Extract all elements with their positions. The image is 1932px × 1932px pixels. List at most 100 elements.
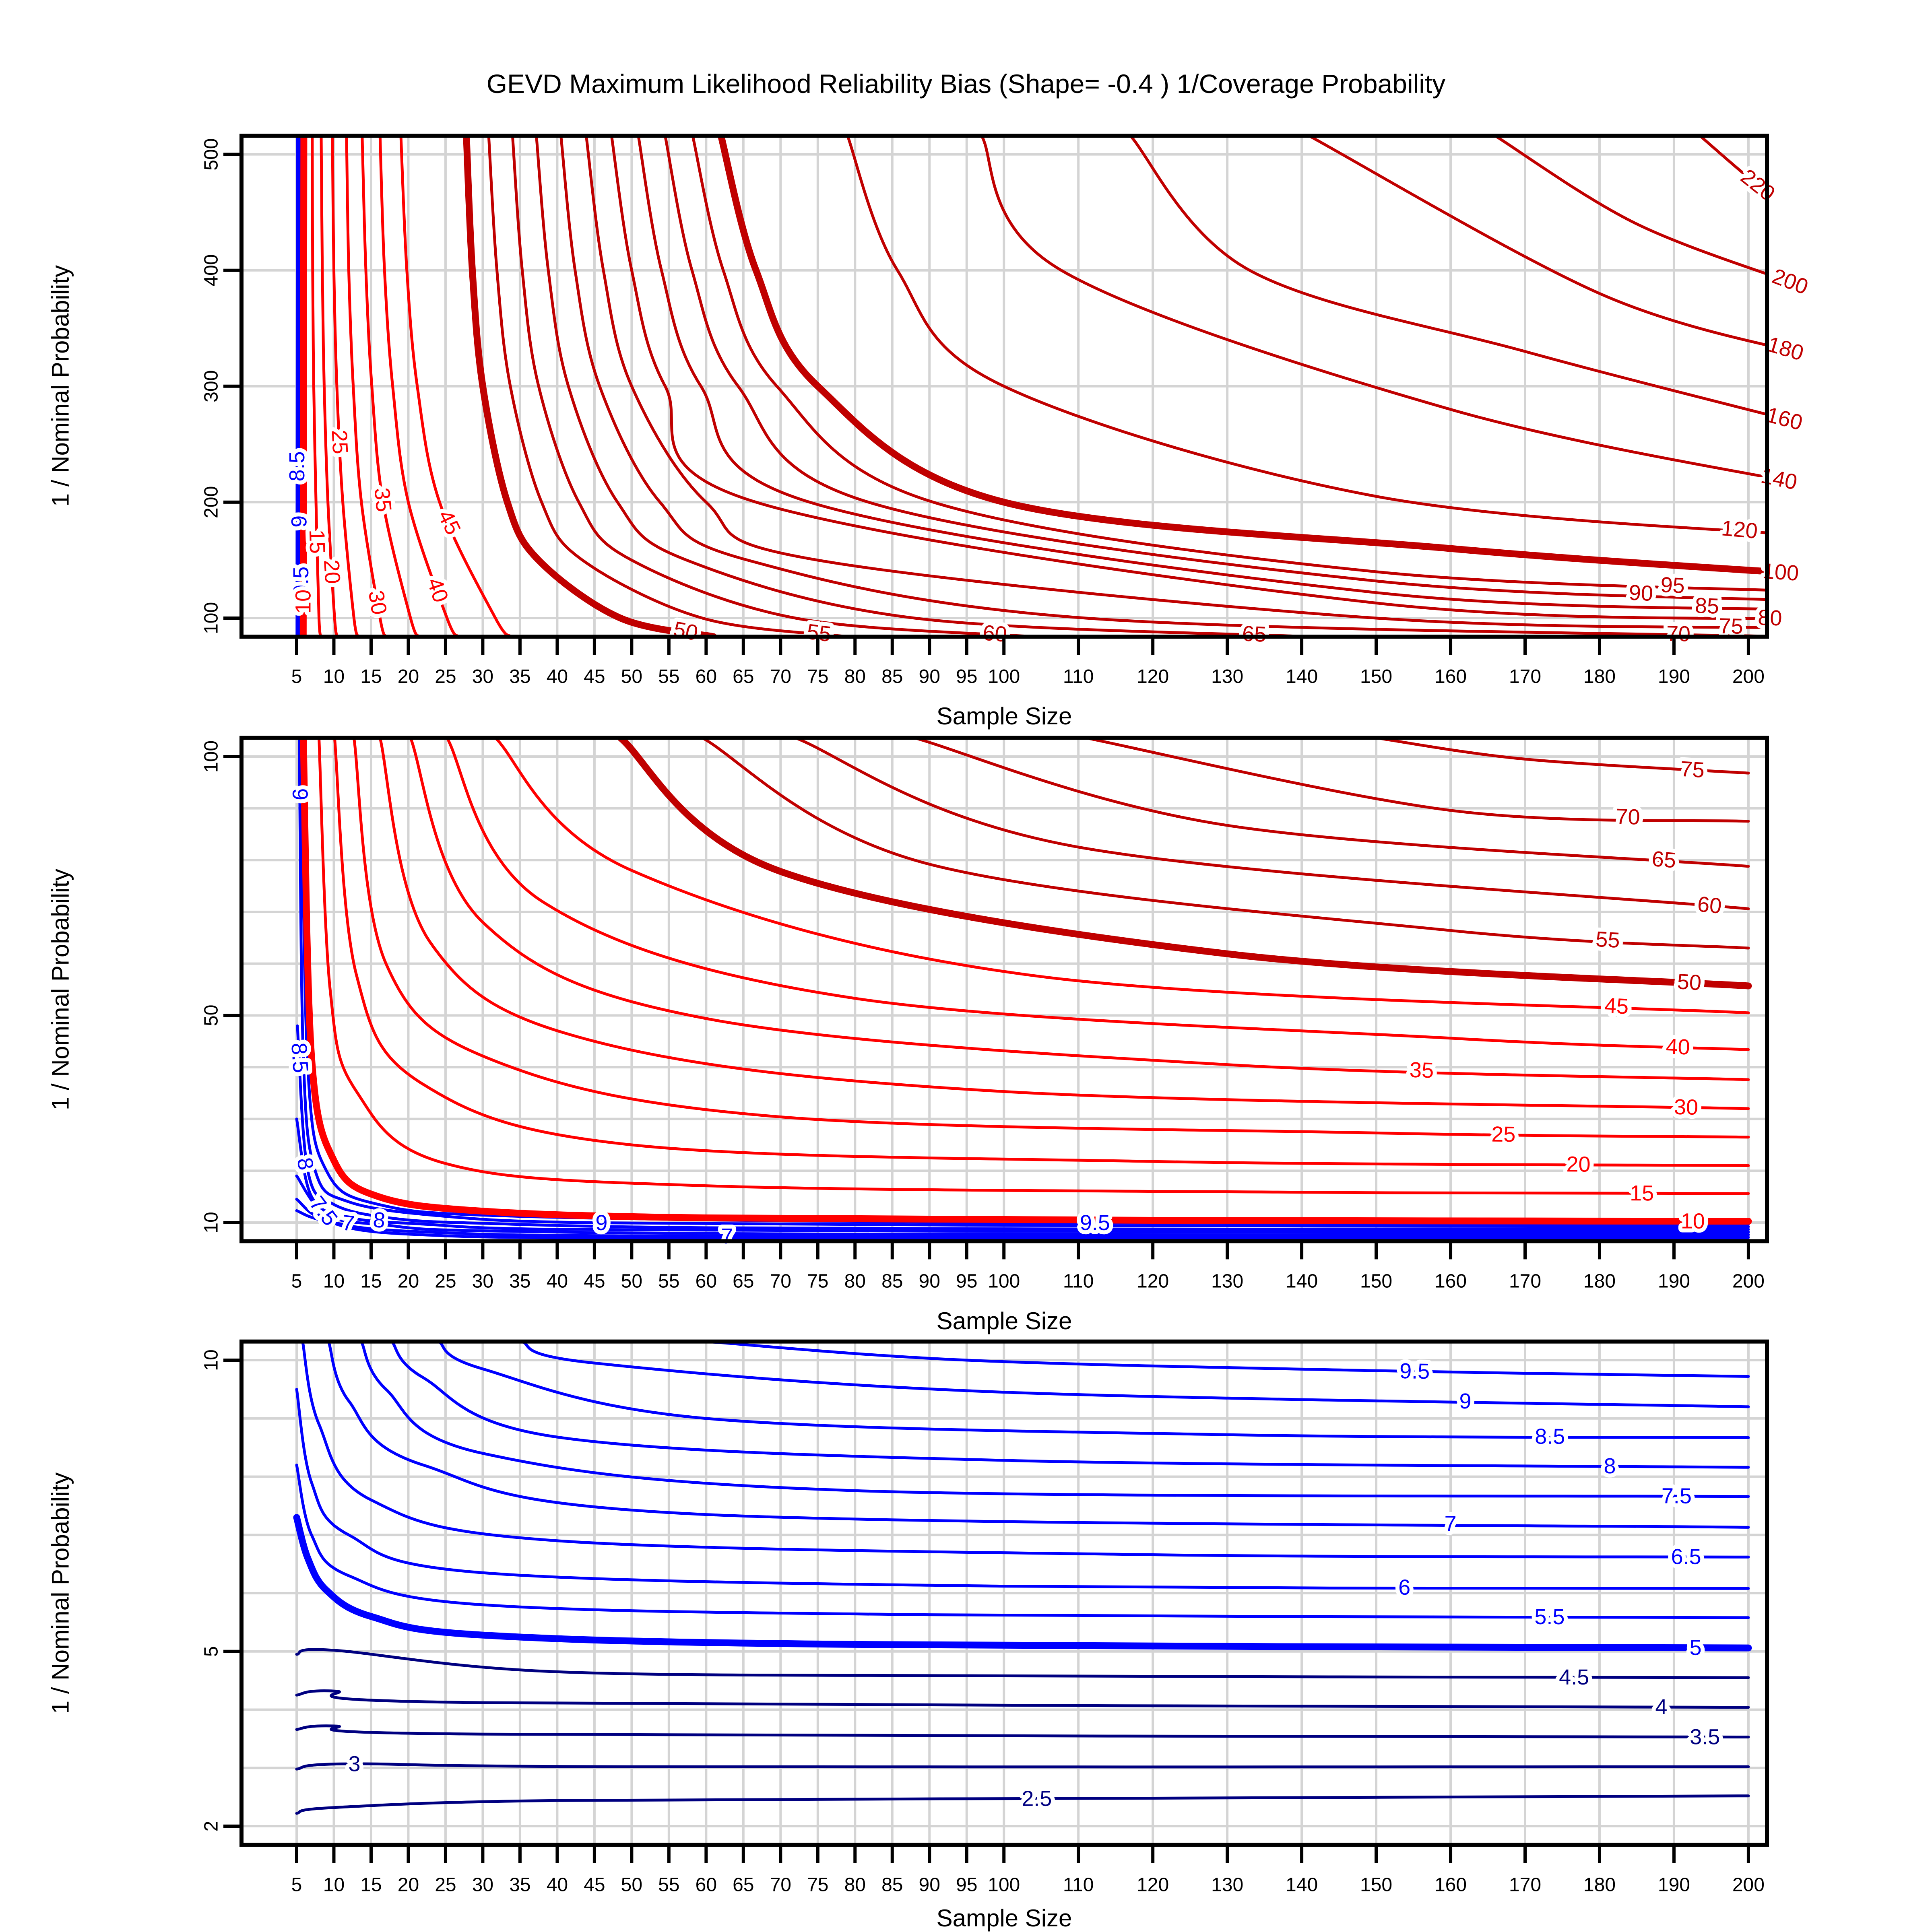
x-tick-label: 190	[1658, 1874, 1690, 1895]
contour-label-55: 55	[1595, 927, 1621, 953]
axis-ticks	[223, 1359, 1750, 1863]
x-tick-label: 40	[547, 1270, 568, 1292]
x-tick-label: 75	[807, 1874, 828, 1895]
contour-label-8.5: 8.5	[1535, 1425, 1565, 1449]
x-tick-label: 50	[621, 1270, 642, 1292]
contour-label-85: 85	[1695, 594, 1719, 619]
contour-line-140	[980, 136, 1767, 479]
x-tick-label: 40	[547, 666, 568, 687]
contour-line-95	[691, 136, 1767, 592]
contour-line-4	[295, 1689, 1750, 1709]
x-tick-label: 55	[658, 666, 679, 687]
x-tick-label: 60	[696, 666, 717, 687]
x-tick-label: 45	[584, 1270, 605, 1292]
contour-line-8	[390, 1341, 1750, 1469]
x-tick-label: 70	[770, 1270, 791, 1292]
x-tick-label: 15	[360, 666, 382, 687]
contour-label-3: 3	[348, 1752, 361, 1776]
x-tick-label: 80	[844, 1270, 866, 1292]
contour-label-80: 80	[1757, 605, 1782, 630]
x-tick-label: 65	[733, 666, 754, 687]
contour-label-90: 90	[1629, 581, 1654, 606]
contour-label-60: 60	[1697, 892, 1723, 918]
contour-line-3	[295, 1762, 1750, 1771]
contour-label-95: 95	[1660, 573, 1685, 598]
contour-label-9: 9	[1459, 1389, 1472, 1414]
contour-label-7: 7	[721, 1224, 733, 1248]
contour-line-40	[378, 136, 460, 637]
contour-line-70	[559, 136, 1767, 637]
x-tick-label: 45	[584, 666, 605, 687]
contour-label-9: 9	[595, 1211, 607, 1235]
contour-label-50: 50	[671, 617, 700, 645]
x-tick-label: 150	[1360, 666, 1392, 687]
contour-line-6.5	[301, 1341, 1750, 1559]
contour-label-45: 45	[433, 506, 465, 538]
x-tick-label: 85	[881, 666, 903, 687]
x-tick-label: 30	[472, 1874, 493, 1895]
contour-label-40: 40	[422, 575, 453, 605]
x-tick-label: 75	[807, 666, 828, 687]
contour-line-10	[300, 738, 1752, 1225]
contour-label-65: 65	[1242, 621, 1267, 647]
contour-line-10	[299, 136, 308, 637]
contour-label-9.5: 9.5	[1080, 1211, 1110, 1235]
y-tick-label: 100	[201, 740, 222, 773]
y-tick-label: 300	[201, 370, 222, 402]
panel-bottom: 2.533.544.555.566.577.588.599.55 10 15 20 25…	[201, 1339, 1769, 1895]
contour-line-9	[297, 136, 301, 637]
contour-line-45	[399, 136, 513, 637]
contour-layer	[293, 1341, 1752, 1815]
x-tick-label: 35	[509, 666, 530, 687]
x-axis-title-top: Sample Size	[936, 703, 1072, 730]
contour-label-9.5: 9.5	[1399, 1359, 1430, 1384]
x-tick-label: 35	[509, 1874, 530, 1895]
x-tick-label: 80	[844, 1874, 866, 1895]
contour-label-5.5: 5.5	[1534, 1605, 1565, 1629]
x-tick-label: 85	[881, 1874, 903, 1895]
contour-line-9	[298, 738, 1750, 1228]
x-tick-label: 95	[956, 1270, 977, 1292]
x-tick-label: 20	[398, 1270, 419, 1292]
contour-line-9	[520, 1341, 1750, 1408]
contour-label-20: 20	[1566, 1152, 1590, 1176]
x-tick-label: 110	[1063, 666, 1094, 687]
contour-line-70	[1084, 738, 1750, 823]
contour-line-100	[717, 136, 1767, 575]
x-tick-label: 95	[956, 666, 977, 687]
contour-label-35: 35	[1409, 1058, 1434, 1083]
x-tick-label: 190	[1658, 666, 1690, 687]
x-tick-label: 150	[1360, 1874, 1392, 1895]
contour-label-70: 70	[1666, 621, 1691, 646]
x-tick-label: 200	[1732, 666, 1765, 687]
contour-label-160: 160	[1764, 402, 1805, 435]
x-axis-title-bottom: Sample Size	[936, 1905, 1072, 1932]
contour-label-75: 75	[1680, 757, 1705, 783]
contour-line-180	[1308, 136, 1767, 347]
contour-line-5.5	[295, 1464, 1750, 1619]
x-tick-label: 110	[1063, 1874, 1094, 1895]
y-tick-label: 500	[201, 138, 222, 171]
x-tick-label: 170	[1509, 1270, 1541, 1292]
x-tick-label: 90	[919, 666, 940, 687]
x-tick-label: 90	[919, 1874, 940, 1895]
contour-label-8.5: 8.5	[285, 451, 309, 481]
contour-line-220	[1699, 136, 1767, 195]
contour-line-55	[701, 738, 1750, 950]
contour-line-8.5	[296, 1024, 1750, 1231]
y-tick-label: 100	[201, 602, 222, 634]
x-tick-label: 65	[733, 1270, 754, 1292]
x-tick-label: 70	[770, 666, 791, 687]
contour-label-50: 50	[1676, 969, 1702, 995]
y-tick-label: 5	[201, 1646, 222, 1657]
x-tick-label: 70	[770, 1874, 791, 1895]
contour-label-4: 4	[1655, 1695, 1667, 1719]
contour-label-220: 220	[1736, 164, 1779, 206]
contour-layer	[295, 136, 1767, 637]
x-tick-label: 30	[472, 1270, 493, 1292]
contour-line-8.5	[437, 1341, 1750, 1439]
contour-line-60	[511, 136, 1035, 637]
contour-line-20	[333, 738, 1750, 1167]
contour-label-30: 30	[1674, 1095, 1698, 1120]
